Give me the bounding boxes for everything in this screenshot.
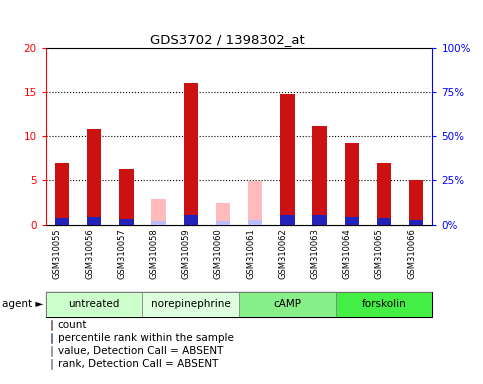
Bar [409, 180, 424, 225]
Bar [344, 142, 359, 225]
Text: norepinephrine: norepinephrine [151, 299, 231, 310]
Bar [151, 221, 166, 225]
Bar [55, 163, 69, 225]
Text: GSM310063: GSM310063 [311, 228, 320, 279]
Bar [280, 215, 295, 225]
Text: agent ►: agent ► [2, 299, 43, 310]
Text: GSM310062: GSM310062 [278, 228, 287, 279]
Bar [119, 169, 134, 225]
Text: forskolin: forskolin [362, 299, 406, 310]
Bar [377, 218, 391, 225]
Bar [313, 215, 327, 225]
Bar [313, 126, 327, 225]
Text: GSM310056: GSM310056 [85, 228, 94, 279]
Bar [216, 203, 230, 225]
Bar [55, 218, 69, 225]
Text: GSM310055: GSM310055 [53, 228, 62, 279]
Bar [216, 221, 230, 225]
Bar [409, 220, 424, 225]
Text: value, Detection Call = ABSENT: value, Detection Call = ABSENT [57, 346, 223, 356]
Bar [248, 181, 262, 225]
Bar [142, 292, 239, 317]
Bar [51, 320, 52, 330]
Bar [46, 292, 142, 317]
Bar [184, 215, 198, 225]
Bar [377, 163, 391, 225]
Text: GSM310057: GSM310057 [117, 228, 127, 279]
Bar [51, 346, 52, 356]
Text: GSM310066: GSM310066 [407, 228, 416, 279]
Bar [344, 217, 359, 225]
Bar [336, 292, 432, 317]
Text: GSM310060: GSM310060 [214, 228, 223, 279]
Text: GSM310058: GSM310058 [150, 228, 158, 279]
Bar [87, 217, 101, 225]
Text: GSM310065: GSM310065 [375, 228, 384, 279]
Bar [280, 94, 295, 225]
Bar [51, 359, 52, 369]
Bar [239, 292, 336, 317]
Bar [184, 83, 198, 225]
Text: GSM310059: GSM310059 [182, 228, 191, 279]
Text: count: count [57, 320, 87, 330]
Bar [51, 333, 52, 343]
Bar [151, 199, 166, 225]
Bar [248, 220, 262, 225]
Text: rank, Detection Call = ABSENT: rank, Detection Call = ABSENT [57, 359, 218, 369]
Text: GDS3702 / 1398302_at: GDS3702 / 1398302_at [150, 33, 304, 46]
Text: percentile rank within the sample: percentile rank within the sample [57, 333, 234, 343]
Bar [119, 219, 134, 225]
Text: GSM310064: GSM310064 [343, 228, 352, 279]
Text: untreated: untreated [69, 299, 120, 310]
Text: cAMP: cAMP [273, 299, 301, 310]
Text: GSM310061: GSM310061 [246, 228, 255, 279]
Bar [87, 129, 101, 225]
